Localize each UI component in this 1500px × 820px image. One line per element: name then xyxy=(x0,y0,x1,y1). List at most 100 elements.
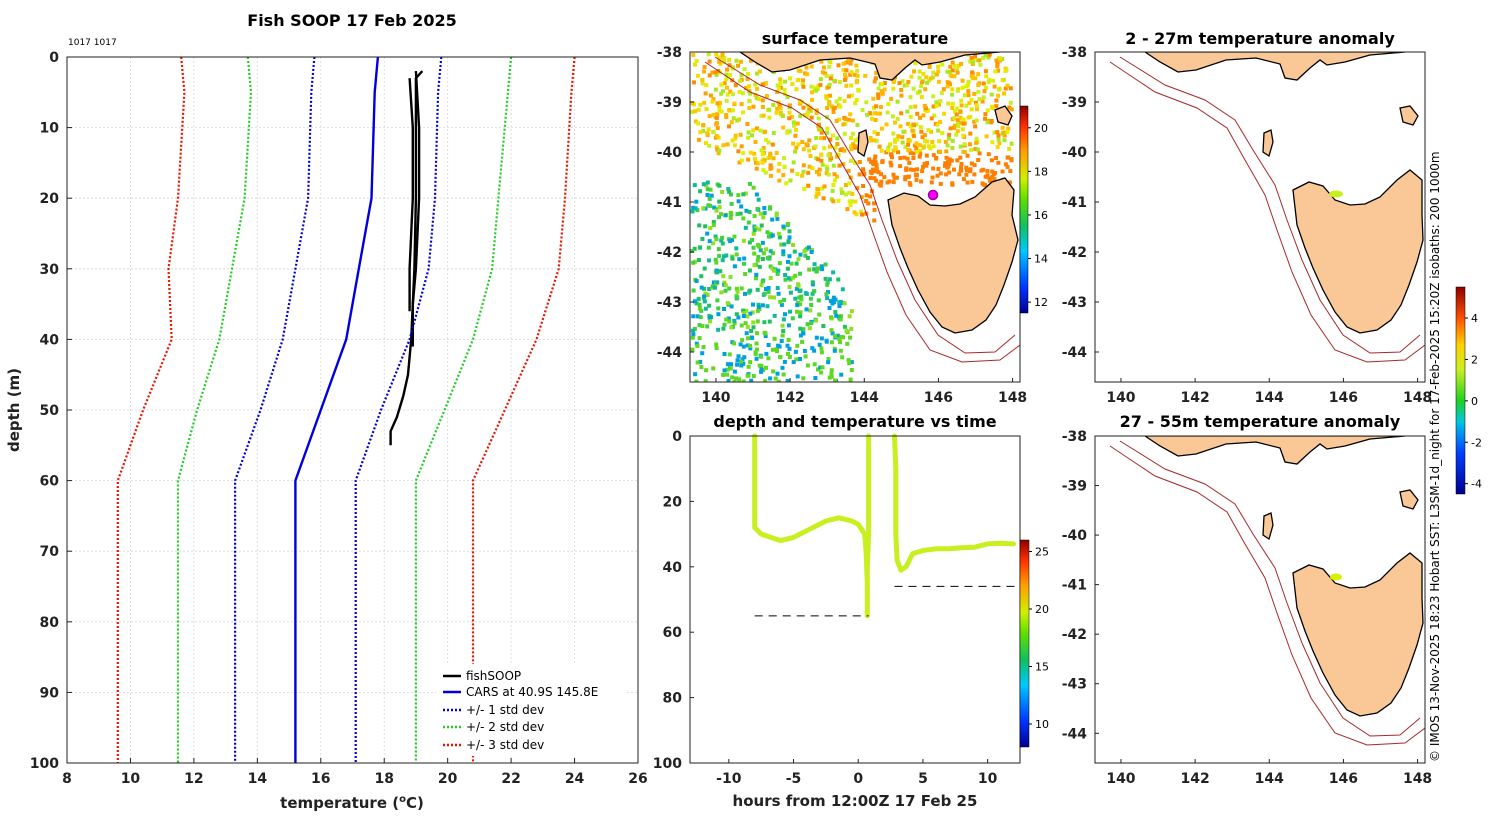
sst-pixel xyxy=(819,59,824,64)
sst-pixel xyxy=(899,93,904,98)
sst-pixel xyxy=(779,339,784,343)
sst-pixel xyxy=(903,145,908,150)
sst-pixel xyxy=(959,103,964,108)
anom1-isobath-1000 xyxy=(1109,61,1425,363)
sst-pixel xyxy=(798,357,802,361)
sst-pixel xyxy=(930,175,935,180)
sst-pixel xyxy=(691,332,696,337)
sst-pixel xyxy=(707,73,712,78)
sst-pixel xyxy=(1003,86,1008,91)
anom2-ytick-label: -38 xyxy=(1062,429,1087,445)
sst-pixel xyxy=(943,139,948,144)
sst-pixel xyxy=(700,324,705,328)
sst-pixel xyxy=(720,235,725,240)
sst-pixel xyxy=(838,348,843,353)
sst-pixel xyxy=(825,282,830,287)
sst-pixel xyxy=(829,372,834,376)
sst-pixel xyxy=(855,78,860,83)
sst-pixel xyxy=(803,71,808,76)
sst-pixel xyxy=(806,245,811,250)
sst-pixel xyxy=(690,347,695,352)
sst-pixel xyxy=(719,212,723,217)
sst-pixel xyxy=(929,180,934,185)
sst-pixel xyxy=(837,300,842,305)
sst-pixel xyxy=(788,76,793,81)
sst-pixel xyxy=(940,62,945,67)
sst-pixel xyxy=(783,312,787,317)
sst-pixel xyxy=(753,140,758,144)
sst-pixel xyxy=(848,72,853,77)
sst-pixel xyxy=(775,271,780,276)
sst-pixel xyxy=(827,64,832,69)
sst-pixel xyxy=(959,120,964,125)
sst-pixel xyxy=(696,121,701,126)
sst-pixel xyxy=(734,252,739,257)
anom1-ytick-label: -44 xyxy=(1062,345,1088,361)
sst-pixel xyxy=(938,99,943,104)
sst-pixel xyxy=(945,143,950,148)
sst-pixel xyxy=(691,314,696,319)
sst-pixel xyxy=(746,373,751,378)
sst-pixel xyxy=(885,180,890,185)
sst-pixel xyxy=(729,192,733,197)
sst-pixel xyxy=(874,70,879,75)
sst-pixel xyxy=(703,379,708,382)
sst-pixel xyxy=(946,136,951,141)
sst-pixel xyxy=(829,368,834,373)
sst-pixel xyxy=(781,125,786,130)
sst-pixel xyxy=(827,277,832,282)
sst-pixel xyxy=(895,117,900,121)
sst-pixel xyxy=(991,78,996,83)
sst-pixel xyxy=(701,206,706,211)
sst-pixel xyxy=(843,75,848,80)
sst-pixel xyxy=(717,104,722,108)
sst-pixel xyxy=(717,199,722,204)
sst-pixel xyxy=(755,161,760,166)
sst-pixel xyxy=(893,139,897,144)
sst-pixel xyxy=(739,73,744,78)
sst-pixel xyxy=(1000,125,1005,130)
sst-pixel xyxy=(796,68,801,73)
sst-pixel xyxy=(921,113,926,118)
sst-pixel xyxy=(833,310,838,315)
sst-pixel xyxy=(785,343,790,348)
sst-pixel xyxy=(817,312,822,317)
sst-pixel xyxy=(742,67,747,72)
profile-grid xyxy=(67,57,638,763)
sst-pixel xyxy=(928,146,933,151)
sst-pixel xyxy=(872,176,877,181)
sst-pixel xyxy=(824,130,829,135)
sst-pixel xyxy=(947,69,952,74)
sst-pixel xyxy=(996,68,1001,73)
sst-pixel xyxy=(837,163,842,168)
sst-pixel xyxy=(818,127,823,132)
sst-pixel xyxy=(743,191,748,196)
sst-pixel xyxy=(718,269,723,274)
sst-pixel xyxy=(735,358,740,363)
sst-pixel xyxy=(819,136,823,141)
sst-pixel xyxy=(693,109,697,114)
sst-pixel xyxy=(973,124,978,129)
sst-pixel xyxy=(899,111,904,116)
sst-pixel xyxy=(797,98,802,103)
sst-pixel xyxy=(972,172,977,177)
sst-pixel xyxy=(768,151,773,156)
sst-pixel xyxy=(725,301,730,306)
sst-pixel xyxy=(905,109,910,114)
sst-pixel xyxy=(814,269,819,274)
sst-pixel xyxy=(793,296,798,301)
sst-pixel xyxy=(867,111,872,116)
sst-pixel xyxy=(844,83,849,88)
sst-pixel xyxy=(847,361,852,366)
sst-pixel xyxy=(729,325,734,330)
sst-pixel xyxy=(819,370,824,375)
sst-pixel xyxy=(749,378,754,382)
sst-ticks: 140 142 144 146 148 -38 -39 -40 -41 -42 -43 -44 xyxy=(657,45,1027,406)
depth-time-xtick-label: -10 xyxy=(716,771,742,787)
sst-pixel xyxy=(861,184,866,188)
sst-pixel xyxy=(876,95,881,100)
sst-pixel xyxy=(758,128,763,133)
sst-pixel xyxy=(812,348,817,353)
sst-pixel xyxy=(796,283,801,288)
profile-series--2-std-dev xyxy=(176,56,253,763)
